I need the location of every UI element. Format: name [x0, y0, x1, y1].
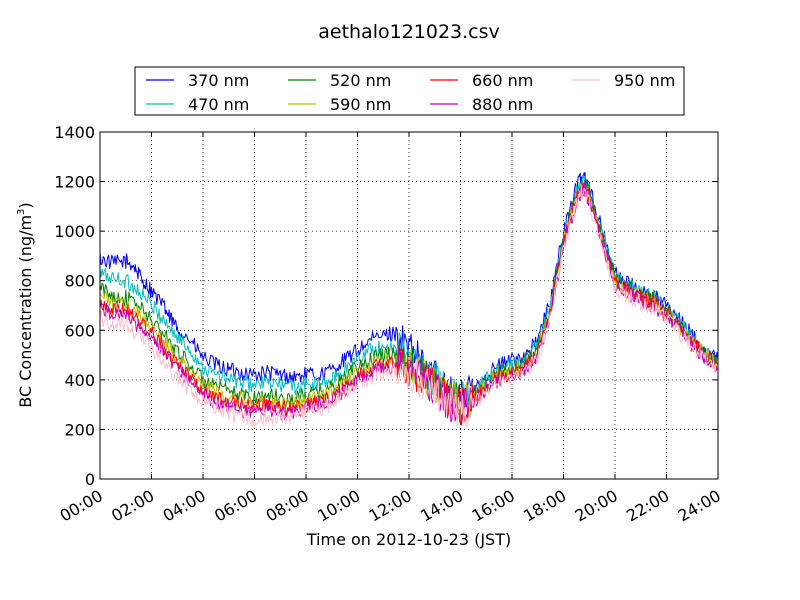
plot-background	[100, 132, 718, 479]
y-tick-label: 1400	[54, 123, 95, 142]
legend-label: 470 nm	[188, 95, 249, 114]
y-tick-label: 800	[64, 272, 95, 291]
plot-area	[99, 131, 719, 480]
y-tick-label: 1000	[54, 222, 95, 241]
y-tick-label: 400	[64, 371, 95, 390]
legend-label: 660 nm	[472, 71, 533, 90]
y-tick-label: 0	[85, 470, 95, 489]
y-axis-label-close: )	[16, 202, 35, 208]
legend-label: 590 nm	[330, 95, 391, 114]
series-line-950-nm	[99, 185, 719, 428]
y-tick-labels: 0 200 400 600 800 1000 1200 1400	[54, 123, 95, 489]
y-tick-label: 200	[64, 420, 95, 439]
legend-box	[134, 66, 685, 116]
legend: 370 nm 470 nm 520 nm 590 nm 660 nm 880 nm 950 …	[134, 66, 685, 116]
y-tick-label: 600	[64, 321, 95, 340]
legend-label: 520 nm	[330, 71, 391, 90]
legend-label: 950 nm	[614, 71, 675, 90]
y-axis-label-superscript: 3	[16, 209, 27, 215]
legend-label: 880 nm	[472, 95, 533, 114]
y-axis-label-main: BC Concentration (ng/m	[16, 215, 35, 408]
ticks	[99, 131, 719, 480]
x-axis-label: Time on 2012-10-23 (JST)	[306, 530, 511, 549]
y-tick-label: 1200	[54, 173, 95, 192]
legend-label: 370 nm	[188, 71, 249, 90]
y-axis-label: BC Concentration (ng/m3)	[16, 202, 35, 407]
chart-title: aethalo121023.csv	[318, 21, 500, 43]
series-lines	[99, 172, 719, 428]
